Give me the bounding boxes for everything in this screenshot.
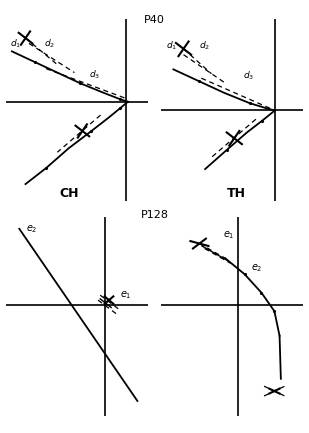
Text: $e_1$: $e_1$ bbox=[223, 229, 234, 241]
Text: CH: CH bbox=[59, 187, 78, 200]
Text: $d_2$: $d_2$ bbox=[199, 40, 210, 52]
Text: P128: P128 bbox=[141, 210, 168, 220]
Text: $d_3$: $d_3$ bbox=[89, 69, 100, 81]
Text: $e_2$: $e_2$ bbox=[251, 262, 263, 275]
Text: $d_3$: $d_3$ bbox=[243, 69, 254, 82]
Text: P40: P40 bbox=[144, 15, 165, 25]
Text: $e_1$: $e_1$ bbox=[120, 290, 132, 301]
Text: TH: TH bbox=[227, 187, 246, 200]
Text: $d_1$: $d_1$ bbox=[166, 40, 177, 52]
Text: $d_2$: $d_2$ bbox=[44, 37, 55, 49]
Text: $e_2$: $e_2$ bbox=[26, 223, 37, 235]
Text: $d_1$: $d_1$ bbox=[10, 37, 21, 49]
